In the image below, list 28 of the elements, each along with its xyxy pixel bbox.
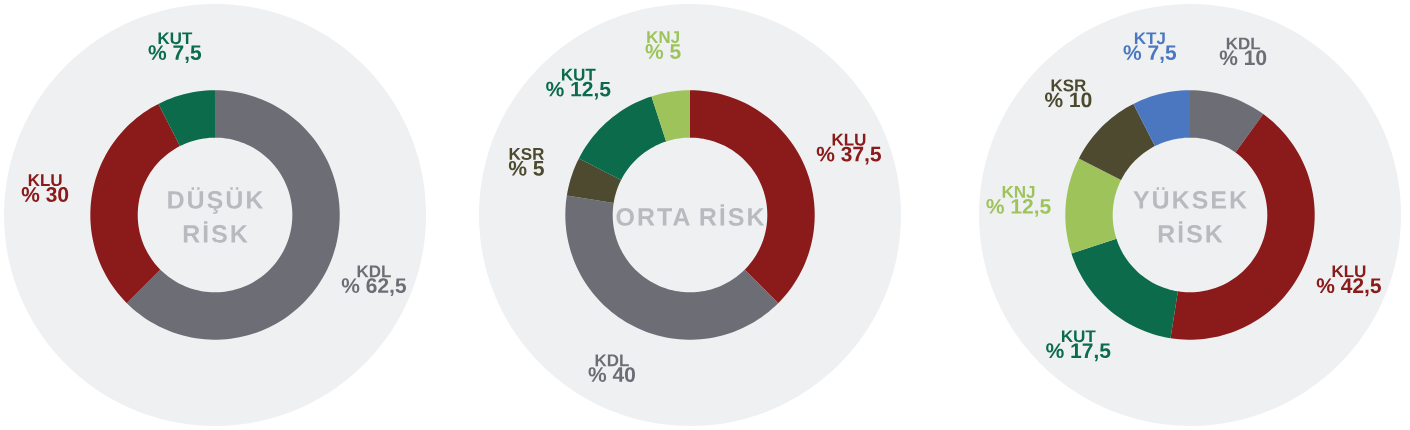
data-label: % 37,5	[816, 146, 881, 165]
data-label: % 42,5	[1316, 278, 1381, 297]
slice-label: KDL	[1226, 37, 1261, 50]
slice-label: KNJ	[647, 31, 679, 44]
slice-label: KDL	[357, 265, 391, 278]
slice-label: KUT	[1061, 330, 1096, 343]
data-label: % 5	[508, 160, 544, 176]
slice-label: KUT	[158, 32, 193, 45]
data-label: % 17,5	[1046, 343, 1111, 362]
slice-label: KLU	[832, 133, 866, 146]
data-label: % 10	[1219, 50, 1267, 66]
slice-label: KUT	[561, 68, 596, 81]
data-label: % 12,5	[986, 198, 1051, 217]
slice-label: KLU	[28, 174, 62, 187]
slice-label: KSR	[509, 147, 545, 160]
data-label: % 7,5	[148, 45, 202, 64]
slice-label: KTJ	[1134, 32, 1165, 45]
slice-label: KDL	[595, 354, 629, 367]
data-label: % 12,5	[546, 81, 611, 100]
data-label: % 40	[588, 367, 635, 383]
data-label: % 30	[21, 187, 69, 202]
slice-label: KLU	[1332, 265, 1366, 278]
data-label: % 62,5	[341, 278, 406, 297]
data-label: % 7,5	[1123, 45, 1177, 64]
data-label: % 5	[645, 44, 681, 59]
slice-label: KNJ	[1002, 186, 1035, 198]
slice-label: KSR	[1051, 79, 1086, 92]
data-label: % 10	[1044, 92, 1092, 108]
